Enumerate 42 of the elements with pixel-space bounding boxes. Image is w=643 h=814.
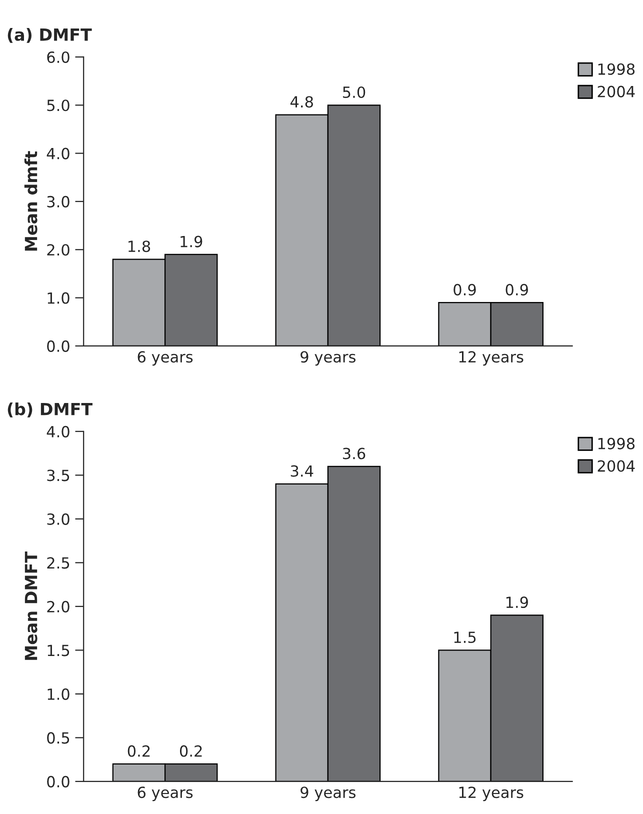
y-tick-label: 0.5: [47, 732, 70, 744]
y-tick-label: 5.0: [47, 100, 70, 112]
legend-label: 2004: [598, 460, 635, 472]
data-label: 4.8: [290, 96, 313, 108]
y-tick-label: 4.0: [46, 426, 70, 438]
x-tick-label: 9 years: [300, 351, 356, 366]
y-tick-label: 1.5: [48, 644, 70, 656]
legend-label: 2004: [598, 86, 635, 98]
data-label: 3.4: [290, 465, 314, 477]
data-label: 5.0: [343, 86, 366, 98]
data-label: 0.2: [180, 745, 202, 757]
chart-title: (a) DMFT: [8, 28, 92, 43]
x-tick-label: 12 years: [459, 786, 524, 802]
y-tick-label: 2.0: [47, 600, 70, 612]
y-axis-title: Mean dmft: [24, 151, 38, 251]
legend-label: 1998: [598, 438, 635, 450]
y-tick-label: 0.0: [47, 776, 70, 788]
y-tick-label: 2.0: [47, 244, 70, 256]
data-label: 0.9: [506, 284, 528, 296]
data-label: 0.9: [454, 284, 476, 296]
y-tick-label: 4.0: [46, 148, 70, 160]
y-tick-label: 1.0: [48, 688, 70, 700]
y-tick-label: 3.5: [47, 470, 70, 482]
y-tick-label: 1.0: [48, 292, 70, 304]
y-tick-label: 2.5: [47, 557, 70, 569]
y-tick-label: 6.0: [47, 51, 70, 63]
data-label: 1.9: [506, 596, 528, 608]
y-tick-label: 3.0: [47, 513, 70, 525]
data-label: 1.9: [180, 236, 202, 248]
data-label: 1.5: [454, 632, 476, 644]
x-tick-label: 9 years: [300, 786, 356, 802]
x-tick-label: 6 years: [138, 786, 193, 802]
data-label: 0.2: [128, 745, 150, 757]
y-tick-label: 0.0: [47, 340, 70, 352]
chart-title: (b) DMFT: [8, 402, 92, 418]
x-tick-label: 12 years: [459, 351, 524, 366]
x-tick-label: 6 years: [138, 351, 193, 366]
y-tick-label: 3.0: [47, 196, 70, 208]
legend-label: 1998: [598, 63, 635, 75]
data-label: 1.8: [128, 240, 150, 252]
y-axis-title: Mean DMFT: [24, 552, 38, 660]
data-label: 3.6: [343, 448, 366, 460]
